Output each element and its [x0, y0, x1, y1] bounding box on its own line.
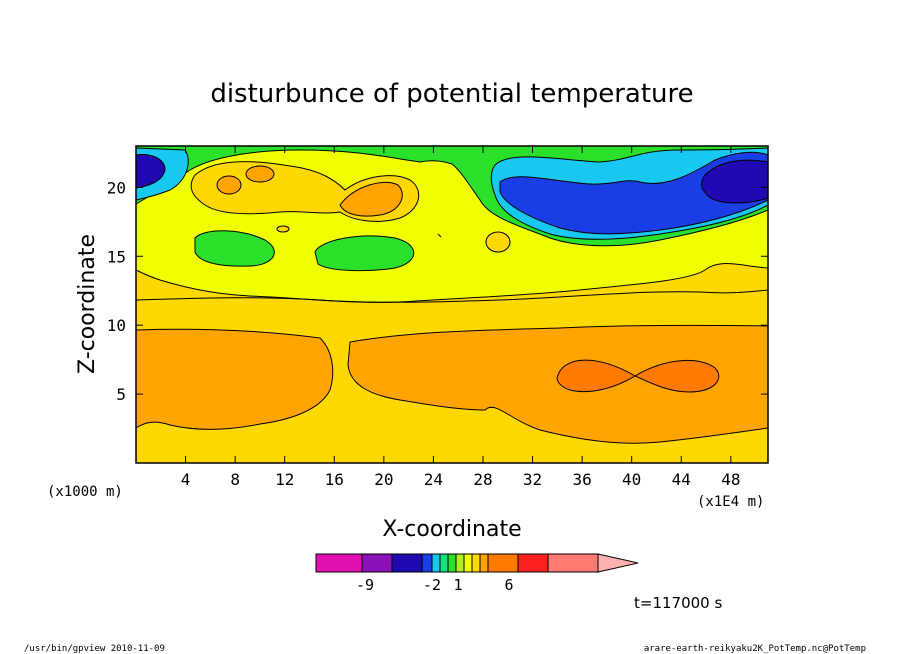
x-tick-label: 16 [325, 470, 344, 489]
y-unit-note: (x1000 m) [47, 484, 123, 500]
y-tick-label: 15 [107, 247, 126, 266]
colorbar-swatch [315, 553, 363, 573]
field-cold-core-left [135, 154, 166, 189]
colorbar-swatch [439, 553, 449, 573]
field-blue-right [499, 151, 769, 235]
colorbar-label: -9 [356, 576, 374, 594]
field-cold-core-right [701, 159, 769, 204]
colorbar-swatch [455, 553, 465, 573]
colorbar-swatch [463, 553, 473, 573]
colorbar-swatch [361, 553, 393, 573]
time-label: t=117000 s [634, 594, 722, 612]
footer-left: /usr/bin/gpview 2010-11-09 [24, 644, 165, 654]
field-green-island-2 [314, 235, 415, 272]
field-blob-a [216, 175, 242, 195]
x-tick-label: 40 [622, 470, 641, 489]
x-tick-label: 12 [275, 470, 294, 489]
x-axis-label: X-coordinate [382, 517, 521, 542]
x-tick-label: 32 [523, 470, 542, 489]
colorbar-swatch [487, 553, 519, 573]
x-tick-label: 48 [721, 470, 740, 489]
y-tick-label: 20 [107, 178, 126, 197]
plot-frame [135, 145, 769, 464]
colorbar-label: 1 [453, 576, 462, 594]
colorbar-labels: -9 -2 1 6 [356, 576, 514, 594]
colorbar-label: -2 [423, 576, 441, 594]
y-tick-label: 10 [107, 316, 126, 335]
x-unit-note: (x1E4 m) [697, 494, 764, 510]
field-blob-e [276, 225, 290, 233]
colorbar-swatch [447, 553, 457, 573]
y-tick-label: 5 [116, 385, 126, 404]
x-tick-label: 36 [572, 470, 591, 489]
colorbar-swatch [431, 553, 441, 573]
field-blob-d [485, 231, 511, 253]
colorbar-swatch [547, 553, 599, 573]
field-green-island-1 [194, 230, 275, 267]
x-tick-label: 24 [424, 470, 443, 489]
colorbar-arrow [597, 553, 639, 573]
colorbar-swatch [479, 553, 489, 573]
colorbar [315, 553, 639, 573]
colorbar-swatch [471, 553, 481, 573]
field-warm-eye [556, 359, 720, 393]
field-lower-core-2 [347, 324, 769, 444]
colorbar-swatch [517, 553, 549, 573]
x-tick-label: 8 [230, 470, 240, 489]
contour-line-1 [135, 289, 769, 303]
plot-area [135, 145, 769, 464]
y-axis: 5 10 15 20 [107, 178, 768, 404]
x-axis: 4 8 12 16 20 24 28 32 36 40 44 48 [181, 146, 740, 489]
field-blob-b [245, 165, 275, 183]
colorbar-swatch [421, 553, 433, 573]
colorbar-swatch [391, 553, 423, 573]
y-axis-label: Z-coordinate [75, 234, 100, 374]
x-tick-label: 44 [672, 470, 691, 489]
x-tick-label: 28 [473, 470, 492, 489]
field-small-mark [437, 233, 442, 238]
footer-right: arare-earth-reikyaku2K_PotTemp.nc@PotTem… [644, 644, 866, 654]
x-tick-label: 20 [374, 470, 393, 489]
colorbar-label: 6 [504, 576, 513, 594]
field-blob-c [339, 181, 403, 217]
x-tick-label: 4 [181, 470, 191, 489]
chart-title: disturbunce of potential temperature [210, 79, 693, 109]
field-lower-core [135, 328, 334, 430]
